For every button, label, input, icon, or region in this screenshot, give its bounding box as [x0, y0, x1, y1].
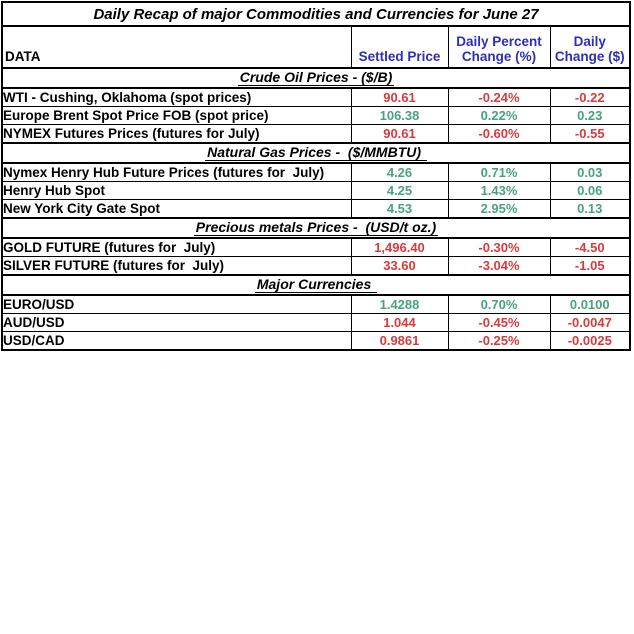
- settled-price-cell: 0.9861: [350, 331, 448, 350]
- percent-change-cell: -0.60%: [447, 124, 550, 143]
- table-row-nymex-henry-hub: Nymex Henry Hub Future Prices (futures f…: [2, 162, 630, 182]
- section-cell: Crude Oil Prices - ($/B): [2, 67, 630, 89]
- dollar-change-cell: 0.06: [549, 181, 630, 200]
- percent-change-cell: -0.30%: [447, 237, 550, 257]
- table-row-aud-usd: AUD/USD 1.044 -0.45% -0.0047: [2, 313, 630, 332]
- section-heading-precious-metals: Precious metals Prices - (USD/t oz.): [193, 219, 439, 236]
- table-row-nymex-crude: NYMEX Futures Prices (futures for July) …: [2, 124, 630, 143]
- settled-price-cell: 1.044: [350, 313, 448, 332]
- section-heading-major-currencies: Major Currencies: [254, 276, 378, 293]
- table-row-usd-cad: USD/CAD 0.9861 -0.25% -0.0025: [2, 331, 630, 350]
- table-row-euro-usd: EURO/USD 1.4288 0.70% 0.0100: [2, 294, 630, 314]
- section-cell: Precious metals Prices - (USD/t oz.): [2, 217, 630, 239]
- dollar-change-cell: 0.03: [549, 162, 630, 182]
- section-heading-crude-oil: Crude Oil Prices - ($/B): [237, 69, 395, 86]
- table-row-gold-future: GOLD FUTURE (futures for July) 1,496.40 …: [2, 237, 630, 257]
- column-header-daily-percent-change: Daily Percent Change (%): [447, 26, 550, 69]
- settled-price-cell: 33.60: [350, 256, 448, 275]
- column-header-row: DATA Settled Price Daily Percent Change …: [2, 26, 630, 69]
- section-cell: Natural Gas Prices - ($/MMBTU): [2, 142, 630, 164]
- percent-change-cell: 0.71%: [447, 162, 550, 182]
- row-label: SILVER FUTURE (futures for July): [2, 256, 351, 275]
- settled-price-cell: 4.26: [350, 162, 448, 182]
- header-line: Change (%): [461, 49, 537, 65]
- table-title: Daily Recap of major Commodities and Cur…: [2, 2, 630, 27]
- settled-price-cell: 106.38: [350, 106, 448, 125]
- percent-change-cell: -3.04%: [447, 256, 550, 275]
- dollar-change-cell: -0.55: [549, 124, 630, 143]
- settled-price-cell: 4.53: [350, 199, 448, 218]
- dollar-change-cell: -0.22: [549, 87, 630, 107]
- row-label: Henry Hub Spot: [2, 181, 351, 200]
- table-row-nyc-gate-spot: New York City Gate Spot 4.53 2.95% 0.13: [2, 199, 630, 218]
- dollar-change-cell: -1.05: [549, 256, 630, 275]
- row-label: AUD/USD: [2, 313, 351, 332]
- settled-price-cell: 1,496.40: [350, 237, 448, 257]
- percent-change-cell: 2.95%: [447, 199, 550, 218]
- header-line: Change ($): [554, 49, 625, 65]
- settled-price-cell: 4.25: [350, 181, 448, 200]
- dollar-change-cell: -0.0047: [549, 313, 630, 332]
- table-title-row: Daily Recap of major Commodities and Cur…: [2, 2, 630, 27]
- table-row-brent: Europe Brent Spot Price FOB (spot price)…: [2, 106, 630, 125]
- row-label: Europe Brent Spot Price FOB (spot price): [2, 106, 351, 125]
- percent-change-cell: -0.25%: [447, 331, 550, 350]
- header-line: Daily: [573, 33, 606, 49]
- table-row-wti-cushing: WTI - Cushing, Oklahoma (spot prices) 90…: [2, 87, 630, 107]
- percent-change-cell: 0.22%: [447, 106, 550, 125]
- table-row-silver-future: SILVER FUTURE (futures for July) 33.60 -…: [2, 256, 630, 275]
- percent-change-cell: 0.70%: [447, 294, 550, 314]
- row-label: GOLD FUTURE (futures for July): [2, 237, 351, 257]
- percent-change-cell: -0.45%: [447, 313, 550, 332]
- row-label: New York City Gate Spot: [2, 199, 351, 218]
- dollar-change-cell: -4.50: [549, 237, 630, 257]
- row-label: EURO/USD: [2, 294, 351, 314]
- section-row-crude-oil: Crude Oil Prices - ($/B): [2, 67, 630, 89]
- section-row-precious-metals: Precious metals Prices - (USD/t oz.): [2, 217, 630, 239]
- section-row-natural-gas: Natural Gas Prices - ($/MMBTU): [2, 142, 630, 164]
- settled-price-cell: 90.61: [350, 124, 448, 143]
- percent-change-cell: -0.24%: [447, 87, 550, 107]
- commodities-currencies-table: Daily Recap of major Commodities and Cur…: [1, 1, 631, 351]
- section-row-major-currencies: Major Currencies: [2, 274, 630, 296]
- row-label: WTI - Cushing, Oklahoma (spot prices): [2, 87, 351, 107]
- column-header-settled-price: Settled Price: [350, 26, 448, 69]
- dollar-change-cell: -0.0025: [549, 331, 630, 350]
- settled-price-cell: 90.61: [350, 87, 448, 107]
- dollar-change-cell: 0.0100: [549, 294, 630, 314]
- row-label: Nymex Henry Hub Future Prices (futures f…: [2, 162, 351, 182]
- row-label: USD/CAD: [2, 331, 351, 350]
- row-label: NYMEX Futures Prices (futures for July): [2, 124, 351, 143]
- column-header-data: DATA: [2, 26, 351, 69]
- percent-change-cell: 1.43%: [447, 181, 550, 200]
- header-line: Daily Percent: [456, 33, 542, 49]
- dollar-change-cell: 0.13: [549, 199, 630, 218]
- dollar-change-cell: 0.23: [549, 106, 630, 125]
- column-header-daily-change: Daily Change ($): [549, 26, 630, 69]
- section-heading-natural-gas: Natural Gas Prices - ($/MMBTU): [205, 144, 427, 161]
- settled-price-cell: 1.4288: [350, 294, 448, 314]
- section-cell: Major Currencies: [2, 274, 630, 296]
- table-row-henry-hub-spot: Henry Hub Spot 4.25 1.43% 0.06: [2, 181, 630, 200]
